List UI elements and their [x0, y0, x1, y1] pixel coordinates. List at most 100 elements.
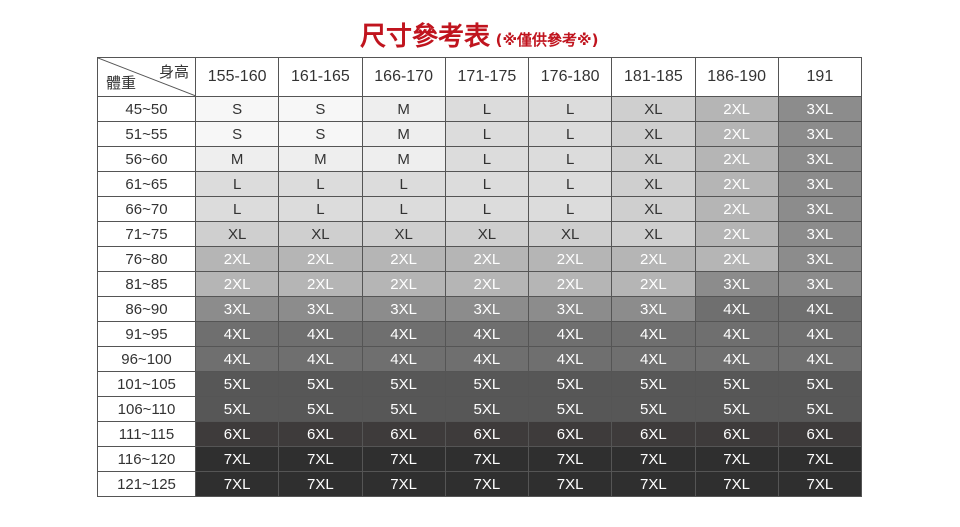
size-cell: 3XL — [777, 171, 863, 197]
weight-label: 體重 — [106, 75, 137, 92]
size-cell: 2XL — [694, 171, 779, 197]
weight-cell: 51~55 — [97, 121, 196, 147]
size-cell: 4XL — [777, 296, 863, 322]
height-header: 161-165 — [278, 57, 363, 97]
size-cell: XL — [611, 196, 696, 222]
size-chart-table: 身高 體重 155-160 161-165 166-170 171-175 176-18… — [97, 57, 863, 497]
size-cell: L — [194, 171, 280, 197]
table-row: 86~90 3XL 3XL 3XL 3XL 3XL 3XL 4XL 4XL — [97, 296, 863, 322]
weight-cell: 91~95 — [97, 321, 196, 347]
title-note: (※僅供參考※) — [495, 31, 599, 49]
size-cell: 7XL — [278, 471, 363, 497]
size-cell: 7XL — [777, 471, 863, 497]
size-cell: 6XL — [527, 421, 613, 447]
size-cell: 4XL — [694, 346, 779, 372]
table-row: 96~100 4XL 4XL 4XL 4XL 4XL 4XL 4XL 4XL — [97, 346, 863, 372]
size-cell: 6XL — [444, 421, 530, 447]
size-cell: 7XL — [444, 446, 530, 472]
size-cell: 2XL — [527, 271, 613, 297]
size-cell: 4XL — [611, 321, 696, 347]
size-cell: 5XL — [361, 396, 446, 422]
size-cell: 4XL — [194, 346, 280, 372]
table-row: 106~110 5XL 5XL 5XL 5XL 5XL 5XL 5XL 5XL — [97, 396, 863, 422]
weight-cell: 116~120 — [97, 446, 196, 472]
size-cell: L — [527, 196, 613, 222]
size-cell: 4XL — [777, 346, 863, 372]
size-cell: 2XL — [694, 96, 779, 122]
size-cell: 3XL — [777, 271, 863, 297]
table-row: 51~55 S S M L L XL 2XL 3XL — [97, 121, 863, 147]
size-cell: 5XL — [361, 371, 446, 397]
size-cell: L — [194, 196, 280, 222]
header-row: 身高 體重 155-160 161-165 166-170 171-175 176-18… — [97, 57, 863, 97]
size-cell: S — [278, 121, 363, 147]
size-cell: 2XL — [361, 271, 446, 297]
size-cell: S — [194, 121, 280, 147]
weight-cell: 121~125 — [97, 471, 196, 497]
size-cell: 4XL — [361, 346, 446, 372]
size-cell: XL — [194, 221, 280, 247]
size-cell: 7XL — [444, 471, 530, 497]
size-cell: 4XL — [611, 346, 696, 372]
size-cell: 5XL — [527, 371, 613, 397]
size-cell: 2XL — [694, 246, 779, 272]
size-cell: M — [361, 121, 446, 147]
size-cell: XL — [444, 221, 530, 247]
size-cell: 4XL — [194, 321, 280, 347]
height-header: 186-190 — [694, 57, 779, 97]
size-cell: 5XL — [777, 371, 863, 397]
size-cell: L — [527, 171, 613, 197]
height-header: 171-175 — [444, 57, 530, 97]
size-cell: 2XL — [694, 121, 779, 147]
size-cell: 4XL — [278, 321, 363, 347]
size-cell: 3XL — [777, 196, 863, 222]
weight-cell: 56~60 — [97, 146, 196, 172]
height-header: 155-160 — [194, 57, 280, 97]
size-cell: 5XL — [611, 396, 696, 422]
height-header: 191 — [777, 57, 863, 97]
size-cell: 5XL — [527, 396, 613, 422]
size-cell: 3XL — [694, 271, 779, 297]
size-cell: 7XL — [611, 446, 696, 472]
size-cell: L — [444, 121, 530, 147]
size-cell: L — [361, 171, 446, 197]
size-cell: L — [361, 196, 446, 222]
size-cell: M — [278, 146, 363, 172]
size-cell: 5XL — [194, 396, 280, 422]
weight-cell: 66~70 — [97, 196, 196, 222]
size-cell: XL — [611, 146, 696, 172]
size-cell: 7XL — [194, 446, 280, 472]
table-row: 66~70 L L L L L XL 2XL 3XL — [97, 196, 863, 222]
size-cell: 2XL — [361, 246, 446, 272]
size-cell: 6XL — [194, 421, 280, 447]
size-cell: 7XL — [777, 446, 863, 472]
size-cell: 3XL — [777, 246, 863, 272]
size-cell: 2XL — [278, 246, 363, 272]
height-header: 176-180 — [527, 57, 613, 97]
size-cell: 3XL — [777, 121, 863, 147]
size-cell: 7XL — [361, 446, 446, 472]
size-cell: 6XL — [694, 421, 779, 447]
size-cell: M — [194, 146, 280, 172]
height-header: 181-185 — [611, 57, 696, 97]
size-cell: 3XL — [527, 296, 613, 322]
size-cell: 3XL — [777, 221, 863, 247]
size-cell: 4XL — [527, 321, 613, 347]
table-row: 45~50 S S M L L XL 2XL 3XL — [97, 96, 863, 122]
size-cell: 3XL — [361, 296, 446, 322]
size-cell: 3XL — [278, 296, 363, 322]
size-cell: 4XL — [444, 346, 530, 372]
size-cell: 7XL — [527, 446, 613, 472]
size-cell: L — [527, 146, 613, 172]
size-cell: XL — [611, 96, 696, 122]
size-cell: 5XL — [194, 371, 280, 397]
size-cell: S — [278, 96, 363, 122]
size-cell: 4XL — [361, 321, 446, 347]
size-cell: 7XL — [278, 446, 363, 472]
size-cell: 5XL — [444, 371, 530, 397]
size-cell: 3XL — [444, 296, 530, 322]
size-cell: L — [278, 171, 363, 197]
size-cell: M — [361, 96, 446, 122]
weight-cell: 101~105 — [97, 371, 196, 397]
weight-cell: 45~50 — [97, 96, 196, 122]
